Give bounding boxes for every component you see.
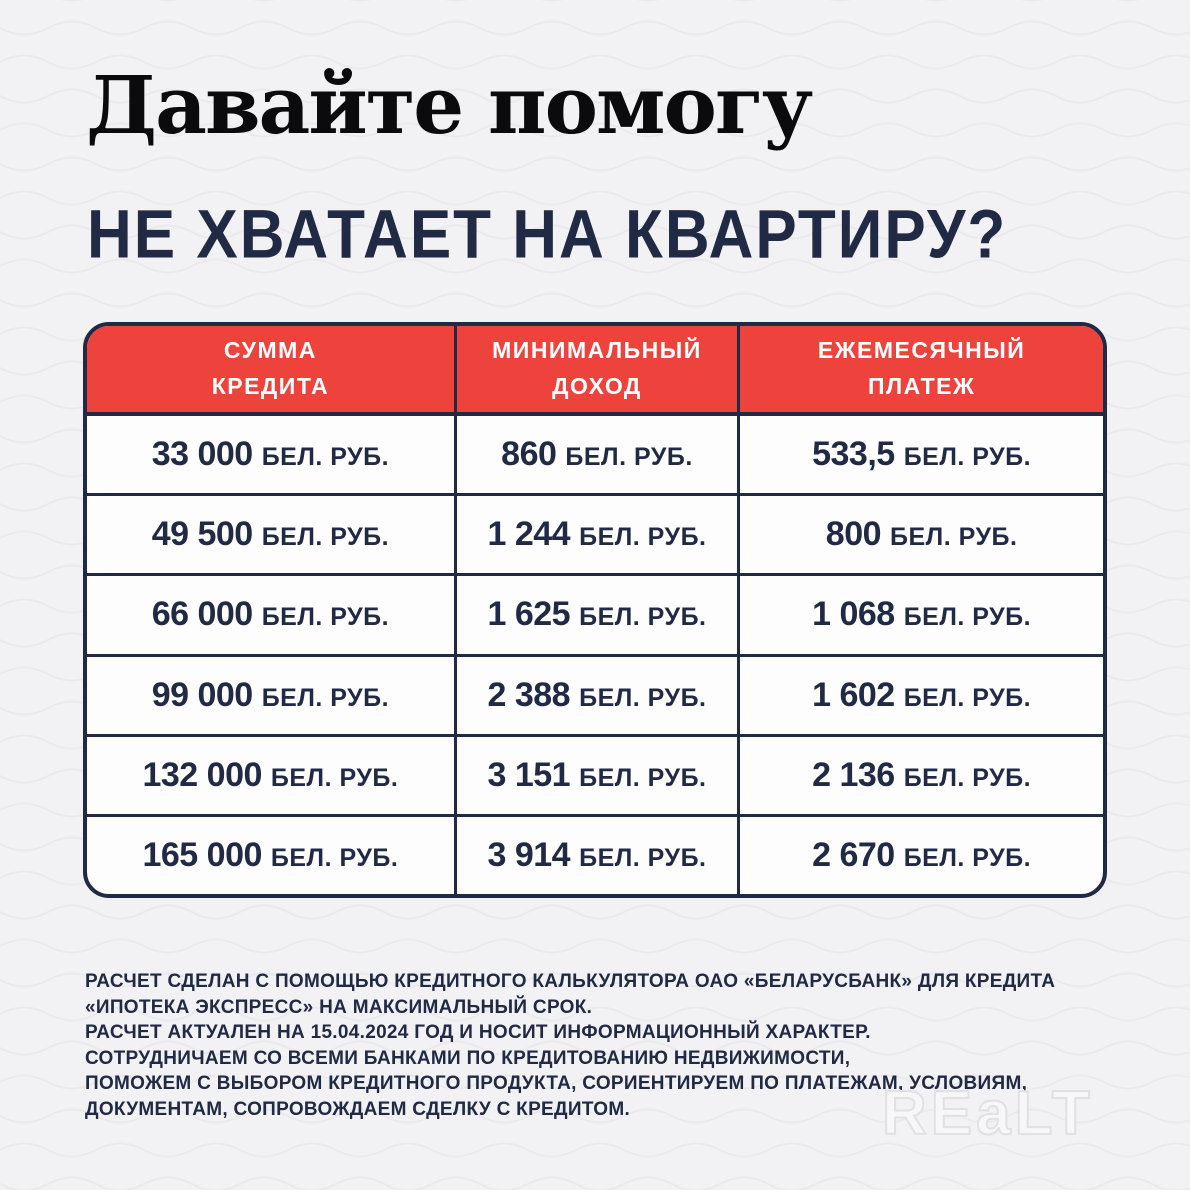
currency-unit: БЕЛ. РУБ. <box>565 443 693 472</box>
currency-unit: БЕЛ. РУБ. <box>261 603 390 632</box>
amount-value: 99 000 <box>151 675 254 714</box>
min-income-cell: 860 БЕЛ. РУБ. <box>453 416 737 494</box>
footnote-line: «ИПОТЕКА ЭКСПРЕСС» НА МАКСИМАЛЬНЫЙ СРОК. <box>85 996 593 1018</box>
min-income-cell: 1 244 БЕЛ. РУБ. <box>453 496 737 574</box>
column-header-min-income: МИНИМАЛЬНЫЙ ДОХОД <box>453 326 737 412</box>
credit-sum-cell: 165 000 БЕЛ. РУБ. <box>87 817 454 894</box>
currency-unit: БЕЛ. РУБ. <box>579 603 707 632</box>
amount-value: 533,5 <box>812 435 895 474</box>
credit-sum-cell: 33 000 БЕЛ. РУБ. <box>87 416 454 493</box>
currency-unit: БЕЛ. РУБ. <box>579 683 707 712</box>
table-row: 165 000 БЕЛ. РУБ. 3 914 БЕЛ. РУБ. 2 670 БЕЛ… <box>87 813 1103 894</box>
table-row: 132 000 БЕЛ. РУБ. 3 151 БЕЛ. РУБ. 2 136 БЕЛ… <box>87 733 1103 814</box>
table-row: 99 000 БЕЛ. РУБ. 2 388 БЕЛ. РУБ. 1 602 БЕЛ.… <box>87 653 1103 734</box>
credit-sum-cell: 99 000 БЕЛ. РУБ. <box>87 657 454 734</box>
table-row: 49 500 БЕЛ. РУБ. 1 244 БЕЛ. РУБ. 800 БЕЛ. Р… <box>87 493 1103 574</box>
amount-value: 1 602 <box>812 675 895 714</box>
monthly-payment-cell: 1 068 БЕЛ. РУБ. <box>737 576 1103 654</box>
monthly-payment-cell: 800 БЕЛ. РУБ. <box>737 496 1103 574</box>
footnote-line: РАСЧЕТ АКТУАЛЕН НА 15.04.2024 ГОД И НОСИ… <box>85 1022 871 1044</box>
footnote-line: РАСЧЕТ СДЕЛАН С ПОМОЩЬЮ КРЕДИТНОГО КАЛЬК… <box>85 971 1056 992</box>
min-income-cell: 1 625 БЕЛ. РУБ. <box>453 576 737 654</box>
amount-value: 165 000 <box>142 835 262 874</box>
page-title: Давайте помогу <box>86 58 813 152</box>
realt-watermark-logo: REaLT <box>881 1078 1094 1149</box>
amount-value: 2 388 <box>487 675 571 714</box>
credit-sum-cell: 66 000 БЕЛ. РУБ. <box>87 576 454 653</box>
table-row: 33 000 БЕЛ. РУБ. 860 БЕЛ. РУБ. 533,5 БЕЛ. Р… <box>87 416 1103 494</box>
amount-value: 66 000 <box>151 595 254 634</box>
currency-unit: БЕЛ. РУБ. <box>261 523 390 552</box>
currency-unit: БЕЛ. РУБ. <box>270 843 399 872</box>
column-header-line: МИНИМАЛЬНЫЙ <box>492 337 702 364</box>
column-header-line: КРЕДИТА <box>211 373 330 399</box>
amount-value: 1 625 <box>487 595 571 634</box>
amount-value: 2 670 <box>812 835 895 874</box>
column-header-line: СУММА <box>223 337 317 364</box>
footnote-line: СОТРУДНИЧАЕМ СО ВСЕМИ БАНКАМИ ПО КРЕДИТО… <box>85 1047 851 1069</box>
page-subtitle: НЕ ХВАТАЕТ НА КВАРТИРУ? <box>87 197 1008 273</box>
amount-value: 49 500 <box>151 515 254 554</box>
amount-value: 1 068 <box>812 595 895 634</box>
amount-value: 800 <box>825 515 882 554</box>
column-header-line: ЕЖЕМЕСЯЧНЫЙ <box>817 337 1026 364</box>
currency-unit: БЕЛ. РУБ. <box>579 523 707 552</box>
amount-value: 132 000 <box>142 755 262 794</box>
currency-unit: БЕЛ. РУБ. <box>903 443 1032 472</box>
amount-value: 2 136 <box>812 755 895 794</box>
currency-unit: БЕЛ. РУБ. <box>579 843 707 872</box>
monthly-payment-cell: 2 670 БЕЛ. РУБ. <box>737 816 1103 894</box>
credit-sum-cell: 49 500 БЕЛ. РУБ. <box>87 496 454 573</box>
monthly-payment-cell: 533,5 БЕЛ. РУБ. <box>737 416 1103 494</box>
min-income-cell: 2 388 БЕЛ. РУБ. <box>453 656 737 734</box>
currency-unit: БЕЛ. РУБ. <box>270 763 399 792</box>
amount-value: 860 <box>501 435 557 474</box>
column-header-line: ПЛАТЕЖ <box>867 373 976 399</box>
currency-unit: БЕЛ. РУБ. <box>261 443 390 472</box>
amount-value: 1 244 <box>487 515 571 554</box>
footnote-line: ДОКУМЕНТАМ, СОПРОВОЖДАЕМ СДЕЛКУ С КРЕДИТ… <box>85 1098 631 1120</box>
column-header-line: ДОХОД <box>552 373 642 399</box>
column-header-credit-sum: СУММА КРЕДИТА <box>87 326 454 412</box>
amount-value: 3 914 <box>487 835 571 874</box>
monthly-payment-cell: 1 602 БЕЛ. РУБ. <box>737 656 1103 734</box>
currency-unit: БЕЛ. РУБ. <box>890 523 1018 552</box>
table-header-row: СУММА КРЕДИТА МИНИМАЛЬНЫЙ ДОХОД ЕЖЕМЕСЯЧ… <box>87 326 1103 416</box>
table-row: 66 000 БЕЛ. РУБ. 1 625 БЕЛ. РУБ. 1 068 БЕЛ.… <box>87 573 1103 654</box>
footnote-line: ПОМОЖЕМ С ВЫБОРОМ КРЕДИТНОГО ПРОДУКТА, С… <box>85 1073 1028 1095</box>
currency-unit: БЕЛ. РУБ. <box>903 603 1032 632</box>
currency-unit: БЕЛ. РУБ. <box>261 683 390 712</box>
credit-sum-cell: 132 000 БЕЛ. РУБ. <box>87 737 454 814</box>
amount-value: 3 151 <box>487 755 571 794</box>
currency-unit: БЕЛ. РУБ. <box>903 843 1032 872</box>
currency-unit: БЕЛ. РУБ. <box>903 763 1032 792</box>
currency-unit: БЕЛ. РУБ. <box>903 683 1032 712</box>
currency-unit: БЕЛ. РУБ. <box>579 763 707 792</box>
monthly-payment-cell: 2 136 БЕЛ. РУБ. <box>737 736 1103 814</box>
min-income-cell: 3 151 БЕЛ. РУБ. <box>453 736 737 814</box>
min-income-cell: 3 914 БЕЛ. РУБ. <box>453 816 737 894</box>
amount-value: 33 000 <box>151 435 254 474</box>
footnote: РАСЧЕТ СДЕЛАН С ПОМОЩЬЮ КРЕДИТНОГО КАЛЬК… <box>85 969 1055 1123</box>
credit-table: СУММА КРЕДИТА МИНИМАЛЬНЫЙ ДОХОД ЕЖЕМЕСЯЧ… <box>83 322 1107 898</box>
column-header-monthly-payment: ЕЖЕМЕСЯЧНЫЙ ПЛАТЕЖ <box>737 326 1103 412</box>
